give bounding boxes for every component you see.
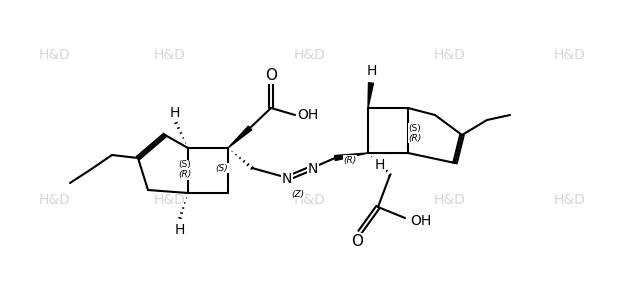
Text: O: O — [265, 68, 277, 83]
Polygon shape — [368, 83, 374, 108]
Text: H&D: H&D — [554, 48, 586, 62]
Text: (S): (S) — [215, 164, 229, 172]
Polygon shape — [335, 153, 368, 160]
Text: H: H — [367, 64, 377, 78]
Text: (R): (R) — [408, 134, 421, 142]
Text: H&D: H&D — [294, 48, 326, 62]
Text: N: N — [282, 172, 292, 186]
Text: H: H — [175, 223, 185, 237]
Text: OH: OH — [410, 214, 431, 228]
Text: H: H — [170, 106, 180, 120]
Text: H&D: H&D — [39, 193, 71, 207]
Text: H&D: H&D — [434, 48, 466, 62]
Text: (S): (S) — [178, 160, 192, 169]
Text: H&D: H&D — [39, 48, 71, 62]
Text: H: H — [375, 158, 385, 172]
Text: (R): (R) — [178, 170, 192, 179]
Text: H&D: H&D — [154, 193, 186, 207]
Text: (R): (R) — [344, 155, 357, 164]
Text: N: N — [308, 162, 318, 176]
Text: (S): (S) — [409, 124, 421, 133]
Polygon shape — [228, 126, 252, 148]
Text: H&D: H&D — [154, 48, 186, 62]
Text: H&D: H&D — [554, 193, 586, 207]
Text: H&D: H&D — [434, 193, 466, 207]
Text: O: O — [351, 233, 363, 248]
Text: H&D: H&D — [294, 193, 326, 207]
Text: OH: OH — [298, 108, 318, 122]
Text: (Z): (Z) — [291, 190, 305, 199]
